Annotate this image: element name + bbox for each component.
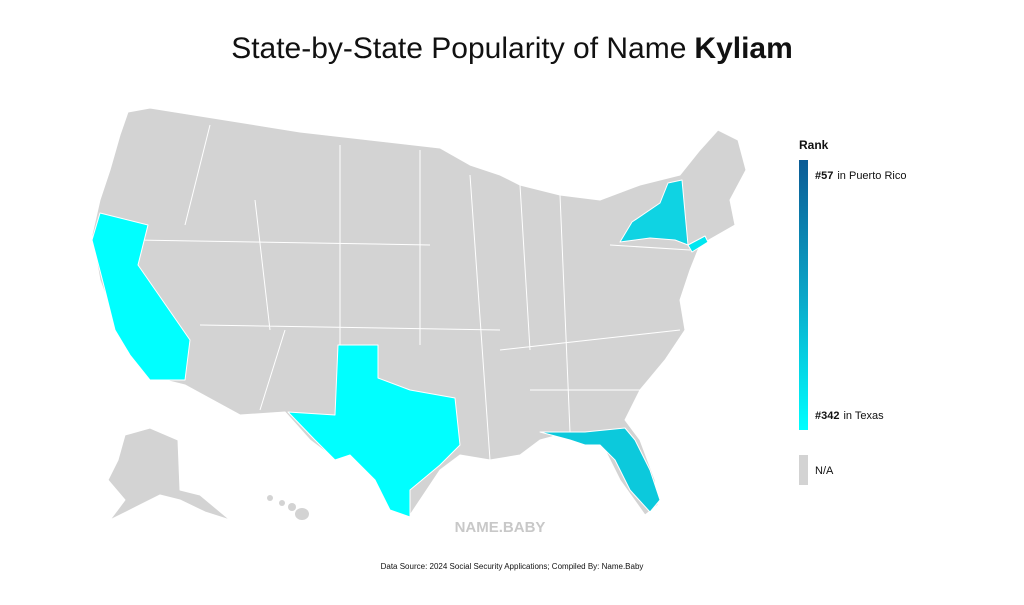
legend-title: Rank: [799, 138, 829, 152]
legend-bottom-label: #342 in Texas: [815, 410, 884, 422]
hawaii: [267, 495, 309, 520]
title-name: Kyliam: [694, 32, 792, 65]
state-borders: [134, 124, 691, 461]
legend-top-place: in Puerto Rico: [837, 170, 906, 182]
legend-top-rank: #57: [815, 170, 833, 182]
state-florida: [539, 427, 661, 513]
legend-top-label: #57 in Puerto Rico: [815, 170, 906, 182]
title-prefix: State-by-State Popularity of Name: [231, 32, 686, 65]
footnote: Data Source: 2024 Social Security Applic…: [381, 562, 644, 571]
state-new-jersey-area: [687, 235, 709, 253]
legend-bottom-place: in Texas: [843, 410, 884, 422]
legend: Rank #57 in Puerto Rico #342 in Texas N/A: [799, 138, 906, 485]
legend-na-label: N/A: [815, 465, 834, 477]
us-map: [91, 107, 747, 521]
alaska: [107, 427, 231, 521]
watermark: NAME.BABY: [455, 519, 546, 536]
state-texas: [287, 344, 461, 518]
legend-bottom-rank: #342: [815, 410, 839, 422]
state-california: [91, 212, 191, 381]
state-new-york: [619, 179, 689, 246]
legend-na-swatch: [799, 455, 808, 485]
title: State-by-State Popularity of Name Kyliam: [231, 32, 793, 65]
legend-gradient: [799, 160, 808, 430]
